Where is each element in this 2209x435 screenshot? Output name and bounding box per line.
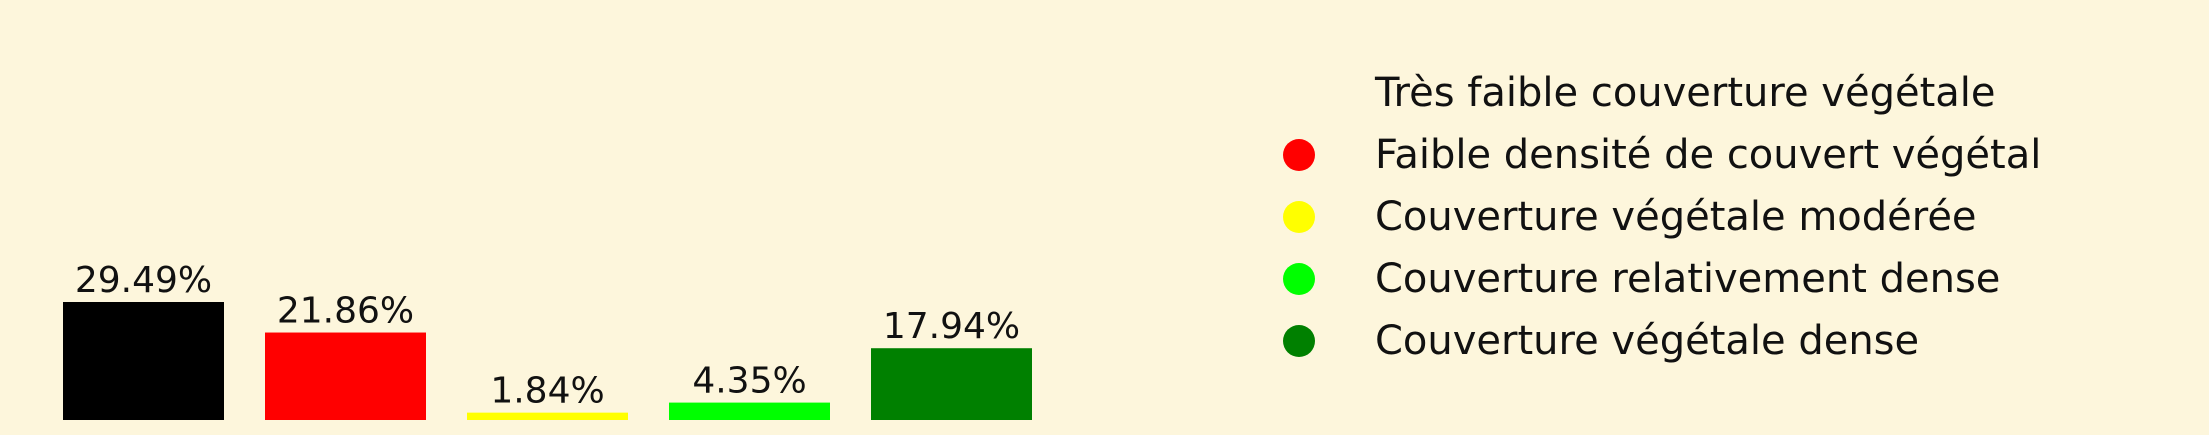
bar-value-label: 17.94% <box>883 306 1020 347</box>
legend-label: Faible densité de couvert végétal <box>1375 132 2042 178</box>
legend-label: Couverture végétale modérée <box>1375 194 1977 240</box>
bar <box>467 412 628 420</box>
legend-label: Couverture végétale dense <box>1375 318 1920 364</box>
legend-marker-icon <box>1283 325 1315 357</box>
legend-label: Couverture relativement dense <box>1375 256 2001 302</box>
bar-value-label: 29.49% <box>75 260 212 301</box>
bar <box>265 332 426 420</box>
legend-item-dense: Couverture végétale dense <box>1270 310 2170 372</box>
bar-value-label: 1.84% <box>490 371 604 412</box>
legend-marker-icon <box>1283 77 1315 109</box>
bar <box>669 402 830 420</box>
legend-item-tres-faible: Très faible couverture végétale <box>1270 62 2170 124</box>
bar-value-label: 4.35% <box>692 361 806 402</box>
legend-item-moderee: Couverture végétale modérée <box>1270 186 2170 248</box>
legend-item-relativement-dense: Couverture relativement dense <box>1270 248 2170 310</box>
bar <box>63 302 224 420</box>
legend-marker-icon <box>1283 139 1315 171</box>
bar <box>871 348 1032 420</box>
legend-label: Très faible couverture végétale <box>1375 70 1996 116</box>
bar-value-label: 21.86% <box>277 291 414 332</box>
legend: Très faible couverture végétale Faible d… <box>1270 62 2170 372</box>
legend-marker-icon <box>1283 201 1315 233</box>
legend-item-faible-densite: Faible densité de couvert végétal <box>1270 124 2170 186</box>
legend-marker-icon <box>1283 263 1315 295</box>
